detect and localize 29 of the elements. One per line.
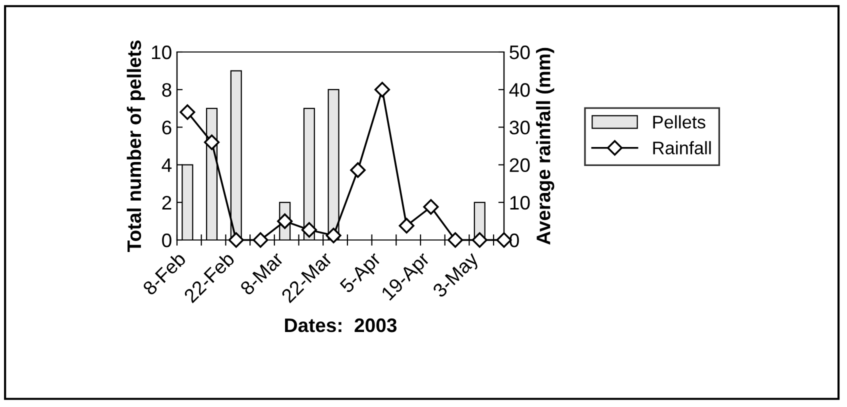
point xyxy=(180,104,196,120)
y2-tick-label: 30 xyxy=(510,120,530,134)
point xyxy=(472,232,488,248)
point xyxy=(398,218,414,234)
y-tick-label: 2 xyxy=(162,196,172,210)
point xyxy=(374,82,390,98)
y-tick-label: 0 xyxy=(162,233,172,248)
point xyxy=(448,232,464,248)
y-tick-label: 4 xyxy=(162,158,172,172)
point xyxy=(301,222,317,238)
point xyxy=(326,228,342,244)
point xyxy=(204,134,220,150)
y-axis-title: Total number of pellets xyxy=(126,40,145,252)
point xyxy=(350,162,366,178)
legend-label: Rainfall xyxy=(653,141,711,154)
y2-tick-label: 40 xyxy=(509,83,530,97)
x-axis-title: Dates: 2003 xyxy=(285,318,397,332)
y-tick-label: 10 xyxy=(152,45,172,60)
y2-tick-label: 10 xyxy=(510,196,530,210)
point xyxy=(228,232,244,248)
point xyxy=(252,232,268,248)
y2-tick-label: 20 xyxy=(510,158,530,172)
point xyxy=(423,199,439,215)
legend-label: Pellets xyxy=(653,115,706,129)
y-tick-label: 6 xyxy=(162,120,172,134)
y-tick-label: 8 xyxy=(162,83,172,97)
y2-axis-title: Average rainfall (mm) xyxy=(536,48,554,245)
y2-tick-label: 50 xyxy=(510,45,530,60)
point xyxy=(277,213,293,229)
